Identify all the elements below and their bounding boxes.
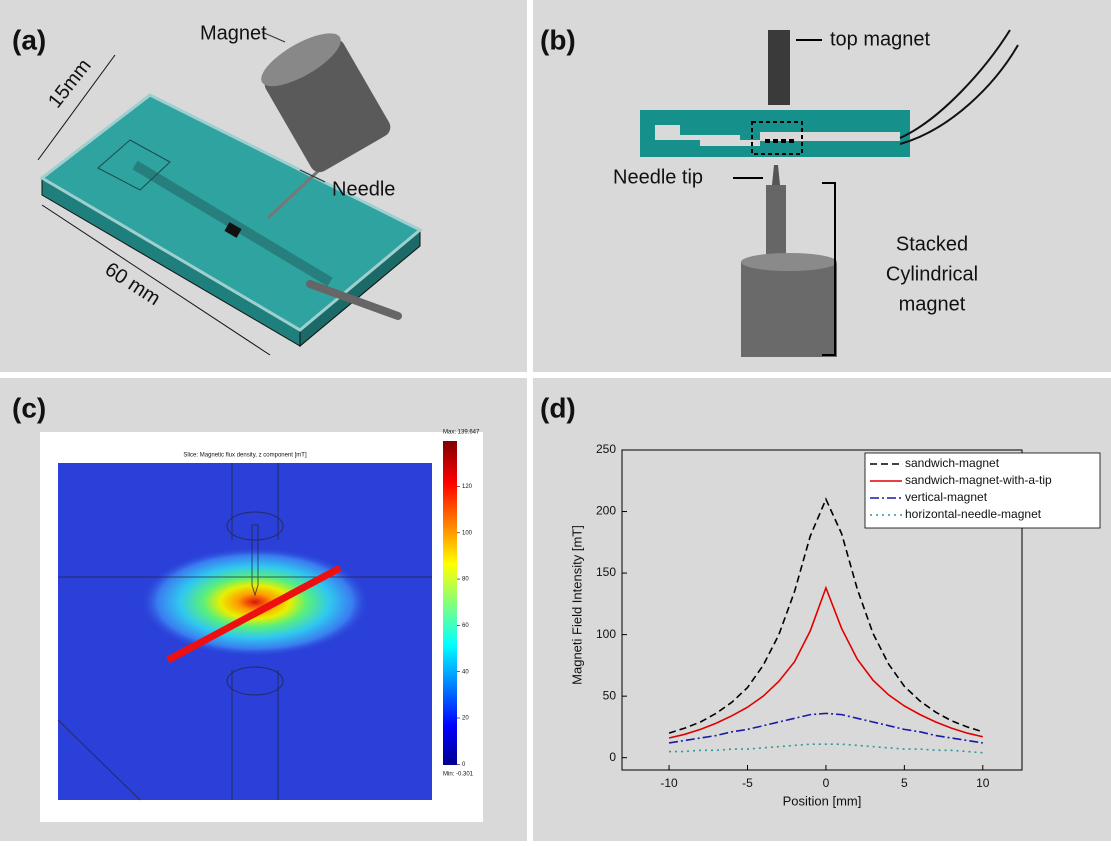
colorbar-tick-label: 40 bbox=[462, 669, 469, 675]
y-tick-label: 0 bbox=[609, 750, 616, 764]
y-tick-label: 250 bbox=[596, 442, 616, 456]
x-tick-label: 0 bbox=[823, 776, 830, 790]
colorbar-tick-label: 100 bbox=[462, 530, 473, 536]
stack-label: Cylindrical bbox=[886, 263, 978, 285]
page: {"panels": { "a": {"label": "(a)", "magn… bbox=[0, 0, 1111, 841]
panel-label: (b) bbox=[540, 24, 576, 55]
top-magnet bbox=[768, 30, 790, 105]
top-magnet-label: top magnet bbox=[830, 28, 931, 50]
rod-magnet bbox=[766, 185, 786, 265]
y-tick-label: 50 bbox=[603, 688, 617, 702]
base-magnet-top bbox=[741, 253, 837, 271]
colorbar-tick-label: 120 bbox=[462, 484, 473, 490]
colorbar-tick-label: 20 bbox=[462, 716, 469, 722]
y-tick-label: 200 bbox=[596, 504, 616, 518]
x-tick-label: -10 bbox=[660, 776, 678, 790]
figure: (a) Magnet Needle 15mm 60 mm (b) top mag… bbox=[0, 0, 1111, 841]
stack-label: magnet bbox=[899, 293, 966, 315]
panel-label: (a) bbox=[12, 24, 46, 55]
legend-label: sandwich-magnet bbox=[905, 456, 1000, 470]
x-tick-label: 10 bbox=[976, 776, 990, 790]
base-magnet bbox=[741, 262, 837, 357]
colorbar-max: Max: 139.647 bbox=[443, 430, 480, 436]
y-axis-label: Magneti Field Intensity [mT] bbox=[569, 525, 584, 685]
stack-label: Stacked bbox=[896, 233, 968, 255]
magnet-label: Magnet bbox=[200, 22, 267, 44]
needle-label: Needle bbox=[332, 178, 395, 200]
legend-label: vertical-magnet bbox=[905, 490, 988, 504]
colorbar bbox=[443, 441, 457, 765]
legend-label: sandwich-magnet-with-a-tip bbox=[905, 473, 1052, 487]
x-axis-label: Position [mm] bbox=[783, 793, 862, 808]
colorbar-min: Min: -0.301 bbox=[443, 772, 474, 778]
hotspot bbox=[140, 547, 370, 657]
legend-label: horizontal-needle-magnet bbox=[905, 507, 1042, 521]
colorbar-tick-label: 80 bbox=[462, 577, 469, 583]
panel-label: (d) bbox=[540, 392, 576, 423]
colorbar-tick-label: 60 bbox=[462, 623, 469, 629]
sim-title: Slice: Magnetic flux density, z componen… bbox=[183, 453, 307, 459]
panel-bg bbox=[533, 378, 1111, 841]
panel-label: (c) bbox=[12, 392, 46, 423]
x-tick-label: 5 bbox=[901, 776, 908, 790]
y-tick-label: 150 bbox=[596, 565, 616, 579]
needle-tip-label: Needle tip bbox=[613, 166, 703, 188]
x-tick-label: -5 bbox=[742, 776, 753, 790]
y-tick-label: 100 bbox=[596, 627, 616, 641]
